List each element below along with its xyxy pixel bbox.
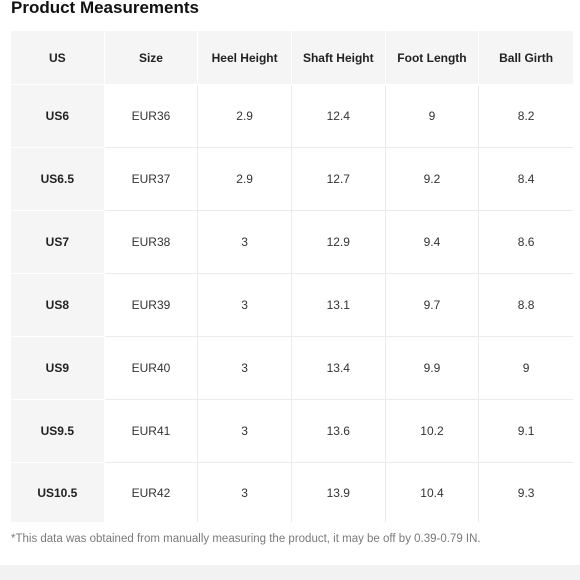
column-header-ball-girth: Ball Girth	[479, 31, 573, 85]
shaft-height-cell: 13.1	[291, 274, 386, 338]
table-row: US6.5 EUR37 2.9 12.7 9.2 8.4	[11, 148, 573, 212]
foot-length-cell: 9.4	[385, 211, 480, 275]
ball-girth-cell: 8.6	[479, 211, 573, 275]
column-header-us: US	[11, 31, 105, 85]
foot-length-cell: 10.4	[385, 463, 480, 522]
measurements-table: US Size Heel Height Shaft Height Foot Le…	[11, 31, 573, 522]
eur-size-cell: EUR40	[104, 337, 199, 401]
eur-size-cell: EUR39	[104, 274, 199, 338]
table-row: US9 EUR40 3 13.4 9.9 9	[11, 337, 573, 401]
shaft-height-cell: 13.9	[291, 463, 386, 522]
eur-size-cell: EUR42	[104, 463, 199, 522]
heel-height-cell: 2.9	[198, 85, 292, 149]
shaft-height-cell: 12.4	[291, 85, 386, 149]
measurements-table-container: US Size Heel Height Shaft Height Foot Le…	[11, 31, 573, 522]
foot-length-cell: 9.7	[385, 274, 480, 338]
us-size-cell: US10.5	[11, 463, 105, 522]
footer-strip	[0, 565, 580, 580]
ball-girth-cell: 8.2	[479, 85, 573, 149]
page-title: Product Measurements	[11, 0, 199, 17]
column-header-foot-length: Foot Length	[385, 31, 480, 85]
measurement-disclaimer: *This data was obtained from manually me…	[11, 533, 481, 545]
ball-girth-cell: 9.1	[479, 400, 573, 464]
table-row: US8 EUR39 3 13.1 9.7 8.8	[11, 274, 573, 338]
column-header-shaft-height: Shaft Height	[291, 31, 386, 85]
heel-height-cell: 2.9	[198, 148, 292, 212]
heel-height-cell: 3	[198, 337, 292, 401]
eur-size-cell: EUR37	[104, 148, 199, 212]
heel-height-cell: 3	[198, 400, 292, 464]
us-size-cell: US6.5	[11, 148, 105, 212]
table-header-row: US Size Heel Height Shaft Height Foot Le…	[11, 31, 573, 85]
ball-girth-cell: 9.3	[479, 463, 573, 522]
shaft-height-cell: 13.6	[291, 400, 386, 464]
eur-size-cell: EUR41	[104, 400, 199, 464]
us-size-cell: US9.5	[11, 400, 105, 464]
foot-length-cell: 9.2	[385, 148, 480, 212]
foot-length-cell: 9	[385, 85, 480, 149]
us-size-cell: US6	[11, 85, 105, 149]
foot-length-cell: 10.2	[385, 400, 480, 464]
heel-height-cell: 3	[198, 211, 292, 275]
us-size-cell: US8	[11, 274, 105, 338]
heel-height-cell: 3	[198, 274, 292, 338]
column-header-size: Size	[104, 31, 199, 85]
us-size-cell: US7	[11, 211, 105, 275]
shaft-height-cell: 13.4	[291, 337, 386, 401]
ball-girth-cell: 8.8	[479, 274, 573, 338]
eur-size-cell: EUR38	[104, 211, 199, 275]
foot-length-cell: 9.9	[385, 337, 480, 401]
column-header-heel-height: Heel Height	[198, 31, 292, 85]
table-row: US10.5 EUR42 3 13.9 10.4 9.3	[11, 463, 573, 522]
shaft-height-cell: 12.7	[291, 148, 386, 212]
ball-girth-cell: 9	[479, 337, 573, 401]
us-size-cell: US9	[11, 337, 105, 401]
table-row: US6 EUR36 2.9 12.4 9 8.2	[11, 85, 573, 149]
ball-girth-cell: 8.4	[479, 148, 573, 212]
eur-size-cell: EUR36	[104, 85, 199, 149]
table-row: US7 EUR38 3 12.9 9.4 8.6	[11, 211, 573, 275]
table-row: US9.5 EUR41 3 13.6 10.2 9.1	[11, 400, 573, 464]
heel-height-cell: 3	[198, 463, 292, 522]
shaft-height-cell: 12.9	[291, 211, 386, 275]
